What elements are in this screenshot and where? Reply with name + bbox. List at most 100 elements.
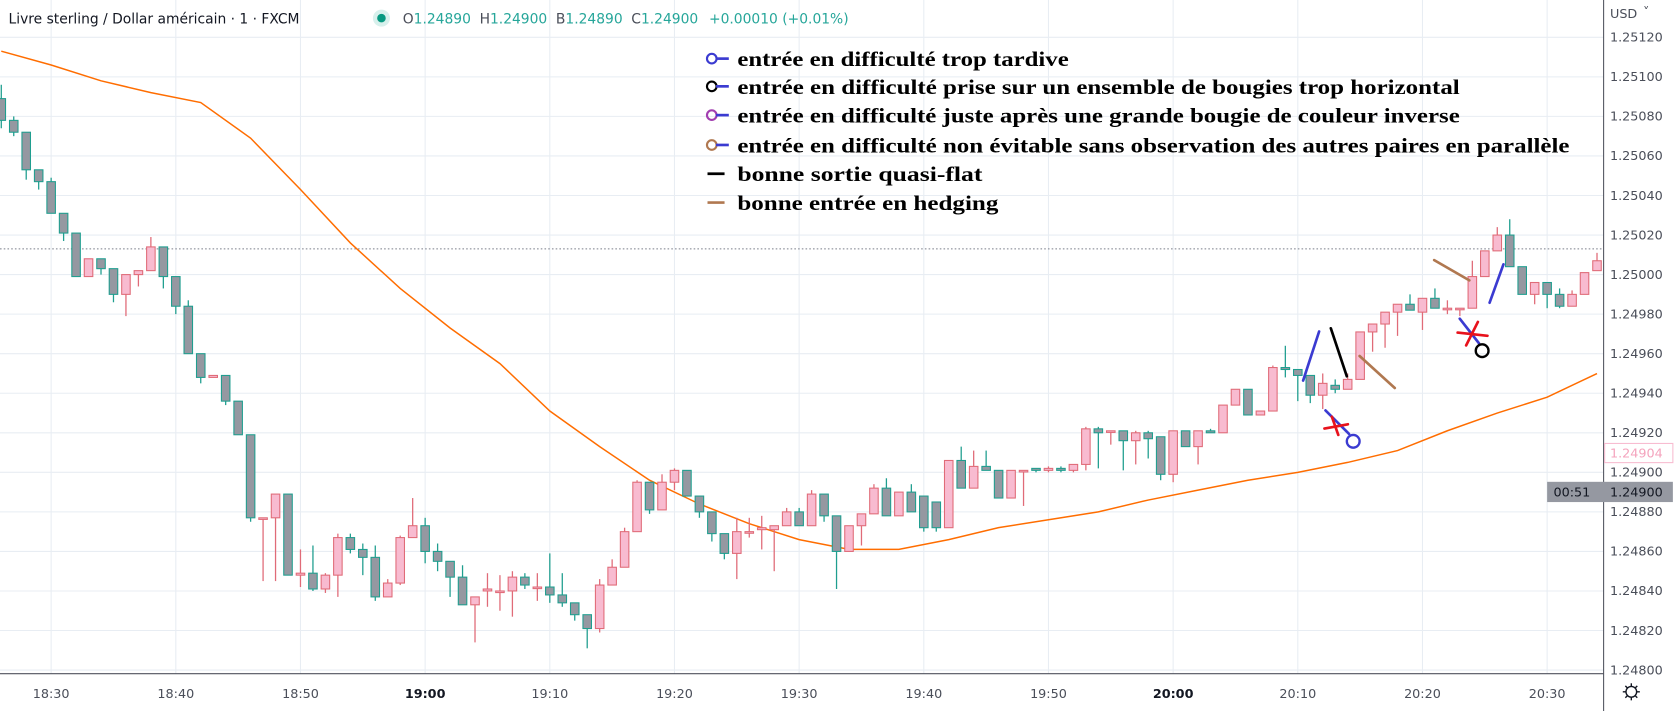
candle-down[interactable]: [245, 434, 256, 522]
candle-down[interactable]: [1180, 430, 1191, 448]
price-axis[interactable]: [1603, 0, 1675, 711]
candle-up[interactable]: [133, 270, 144, 287]
candle-up[interactable]: [1592, 252, 1602, 272]
chevron-down-icon[interactable]: ˅: [1643, 5, 1649, 20]
candle-down[interactable]: [1143, 430, 1154, 459]
candle-down[interactable]: [96, 258, 106, 275]
candle-up[interactable]: [1529, 281, 1540, 305]
candle-up[interactable]: [121, 274, 131, 317]
candle-up[interactable]: [320, 573, 331, 593]
candle-up[interactable]: [1255, 410, 1266, 416]
candle-up[interactable]: [657, 474, 667, 511]
candle-up[interactable]: [1193, 430, 1203, 465]
candle-down[interactable]: [345, 533, 356, 554]
candle-down[interactable]: [0, 84, 7, 129]
candle-up[interactable]: [943, 459, 954, 529]
candle-up[interactable]: [382, 579, 393, 598]
candle-down[interactable]: [906, 484, 917, 513]
candle-up[interactable]: [1579, 272, 1590, 295]
candle-up[interactable]: [83, 258, 94, 278]
candle-up[interactable]: [333, 533, 343, 597]
candle-up[interactable]: [258, 517, 268, 582]
candle-down[interactable]: [1056, 466, 1066, 473]
candle-up[interactable]: [844, 525, 854, 552]
candle-up[interactable]: [1081, 426, 1091, 471]
candle-down[interactable]: [58, 212, 69, 241]
candle-down[interactable]: [919, 495, 929, 532]
candle-down[interactable]: [719, 533, 730, 560]
candle-up[interactable]: [632, 480, 642, 533]
candle-up[interactable]: [769, 525, 780, 572]
candle-down[interactable]: [1243, 388, 1253, 416]
candle-up[interactable]: [1367, 323, 1378, 352]
candle-down[interactable]: [644, 481, 655, 514]
candle-up[interactable]: [1480, 250, 1490, 278]
candle-down[interactable]: [8, 116, 19, 137]
candle-up[interactable]: [1043, 466, 1054, 473]
candle-up[interactable]: [395, 535, 406, 586]
candlestick-series[interactable]: [0, 84, 1602, 649]
candle-down[interactable]: [582, 614, 593, 649]
market-status-dot-icon[interactable]: [377, 13, 386, 23]
candle-up[interactable]: [270, 493, 281, 582]
candle-up[interactable]: [594, 579, 605, 633]
candle-down[interactable]: [993, 469, 1004, 499]
candle-down[interactable]: [819, 493, 829, 522]
candle-down[interactable]: [233, 400, 243, 436]
candle-up[interactable]: [1417, 297, 1428, 330]
candle-down[interactable]: [981, 450, 991, 471]
candle-down[interactable]: [694, 495, 705, 518]
candle-up[interactable]: [669, 468, 680, 491]
candle-up[interactable]: [295, 549, 306, 588]
candle-down[interactable]: [21, 131, 32, 180]
candle-up[interactable]: [532, 573, 543, 601]
candle-up[interactable]: [146, 237, 156, 272]
candle-up[interactable]: [732, 517, 742, 580]
candle-down[interactable]: [33, 169, 44, 190]
candle-down[interactable]: [881, 478, 892, 517]
candle-up[interactable]: [507, 571, 518, 617]
candle-up[interactable]: [1317, 373, 1328, 410]
candle-up[interactable]: [1068, 463, 1079, 473]
candle-up[interactable]: [781, 507, 792, 527]
candle-down[interactable]: [1554, 288, 1565, 309]
symbol-title[interactable]: Livre sterling / Dollar américain · 1 · …: [9, 11, 300, 27]
candle-down[interactable]: [707, 511, 717, 542]
candle-down[interactable]: [195, 353, 206, 384]
candle-down[interactable]: [545, 553, 555, 603]
candle-down[interactable]: [183, 300, 194, 355]
candle-down[interactable]: [220, 374, 231, 406]
candle-up[interactable]: [208, 374, 219, 378]
candle-down[interactable]: [1430, 288, 1440, 309]
candle-up[interactable]: [482, 573, 493, 607]
candle-up[interactable]: [894, 491, 904, 517]
candle-down[interactable]: [1330, 379, 1340, 394]
candle-down[interactable]: [108, 268, 119, 303]
candle-up[interactable]: [1567, 290, 1577, 307]
candle-down[interactable]: [520, 573, 530, 589]
candle-down[interactable]: [420, 517, 430, 564]
candle-down[interactable]: [1405, 294, 1415, 311]
candle-down[interactable]: [794, 507, 804, 527]
candle-up[interactable]: [856, 513, 867, 546]
currency-label[interactable]: USD: [1610, 7, 1637, 22]
candle-up[interactable]: [1392, 303, 1403, 336]
time-axis-labels[interactable]: 18:30 18:40 18:50 19:00 19:10 19:20 19:30 19:40…: [33, 687, 1566, 702]
candle-up[interactable]: [1492, 227, 1503, 252]
candle-down[interactable]: [1031, 467, 1041, 473]
candle-down[interactable]: [358, 543, 368, 576]
candle-down[interactable]: [1305, 374, 1316, 404]
candle-up[interactable]: [1130, 430, 1141, 465]
candle-up[interactable]: [495, 575, 505, 611]
candle-down[interactable]: [956, 446, 967, 489]
settings-gear-icon[interactable]: [1622, 683, 1640, 701]
candle-down[interactable]: [71, 232, 81, 278]
candle-up[interactable]: [1268, 365, 1278, 412]
candle-down[interactable]: [1155, 436, 1166, 481]
candle-up[interactable]: [744, 517, 755, 538]
candle-down[interactable]: [931, 501, 942, 532]
candle-down[interactable]: [1504, 219, 1515, 268]
candle-down[interactable]: [370, 545, 381, 601]
candle-up[interactable]: [1230, 388, 1241, 406]
